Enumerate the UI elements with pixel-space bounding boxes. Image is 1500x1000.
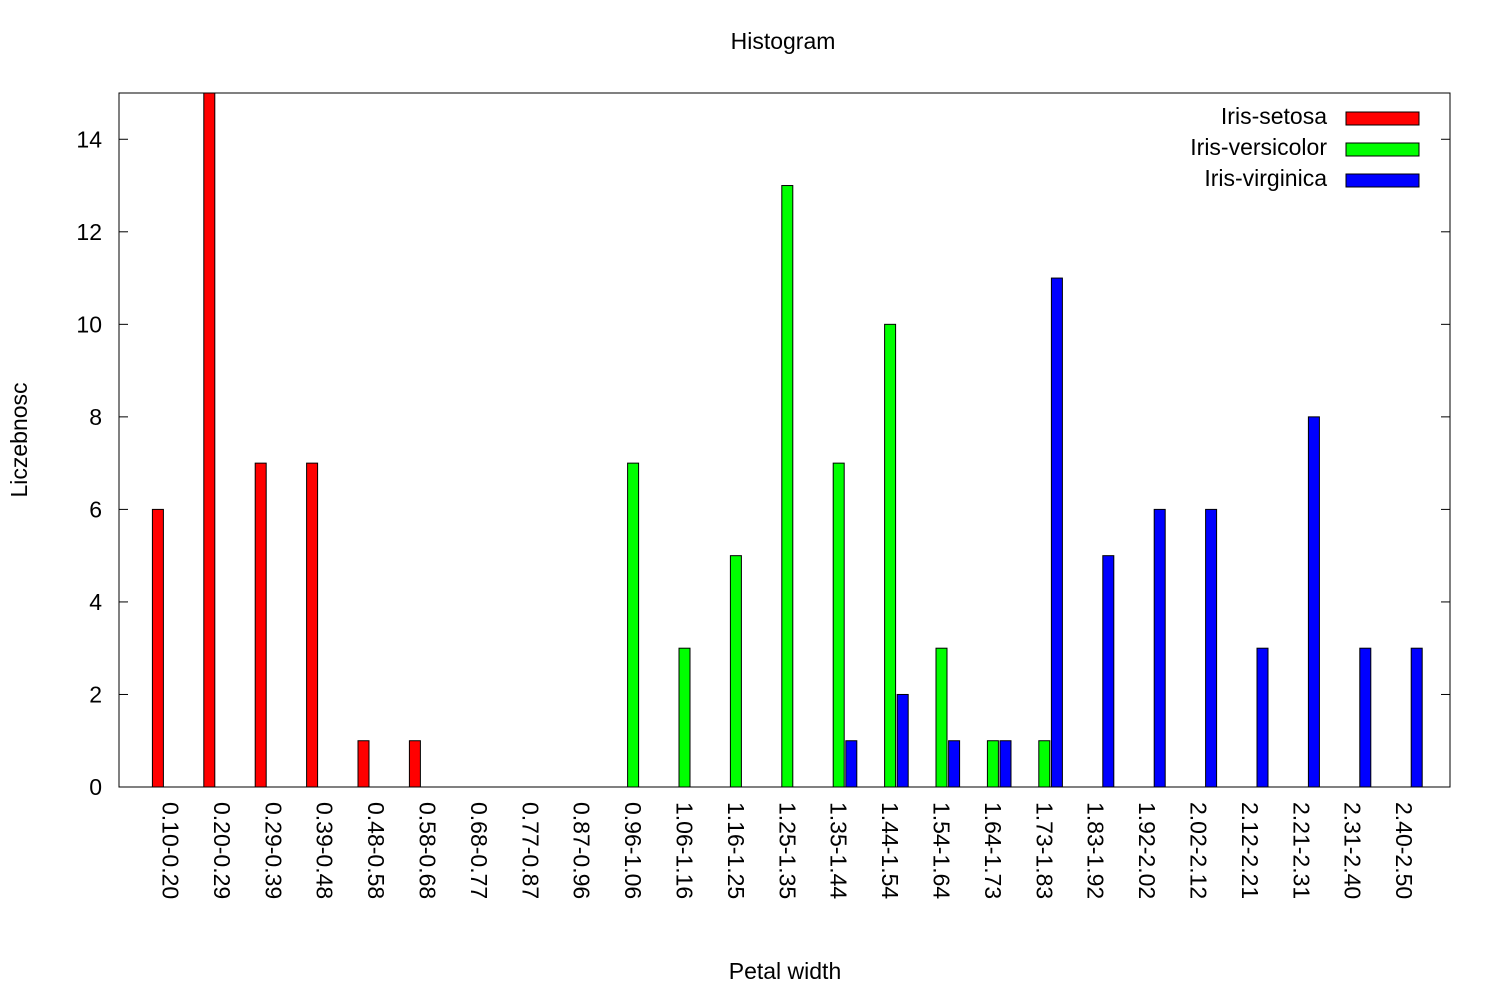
x-axis-label: Petal width: [729, 958, 842, 984]
x-tick-label: 1.64-1.73: [980, 802, 1006, 899]
bar: [832, 462, 845, 788]
bar: [254, 462, 267, 788]
x-tick-label: 0.20-0.29: [209, 802, 235, 899]
y-tick-label: 4: [89, 589, 102, 615]
x-tick-label: 1.25-1.35: [774, 802, 800, 899]
series-0: [151, 92, 421, 788]
bar: [1307, 416, 1320, 788]
bar: [306, 462, 319, 788]
bar: [896, 693, 909, 788]
bar: [678, 647, 691, 788]
bar: [408, 740, 421, 788]
y-tick-label: 6: [89, 496, 102, 522]
bar: [203, 92, 216, 788]
x-axis-tick-labels: 0.10-0.20 0.20-0.29 0.29-0.39 0.39-0.48 0.48…: [158, 802, 1418, 899]
bar: [884, 323, 897, 788]
bar: [1153, 508, 1166, 788]
x-tick-label: 0.10-0.20: [158, 802, 184, 899]
x-tick-label: 0.29-0.39: [260, 802, 286, 899]
bar: [151, 508, 164, 788]
x-tick-label: 1.83-1.92: [1083, 802, 1109, 899]
bar: [1038, 740, 1051, 788]
x-tick-label: 1.44-1.54: [877, 802, 903, 899]
legend-label: Iris-setosa: [1221, 103, 1327, 129]
y-tick-label: 12: [76, 219, 102, 245]
x-tick-label: 0.87-0.96: [569, 802, 595, 899]
bar: [1359, 647, 1372, 788]
series-1: [627, 185, 1051, 788]
bar: [948, 740, 961, 788]
x-tick-label: 2.02-2.12: [1186, 802, 1212, 899]
x-tick-label: 0.58-0.68: [415, 802, 441, 899]
x-tick-label: 2.12-2.21: [1237, 802, 1263, 899]
y-tick-label: 2: [89, 681, 102, 707]
bar: [781, 185, 794, 788]
y-axis-ticks: 0 2 4 6 8 10 12 14: [76, 126, 1450, 800]
bar: [1256, 647, 1269, 788]
y-tick-label: 8: [89, 404, 102, 430]
y-axis-label: Liczebnosc: [6, 382, 32, 497]
chart-title: Histogram: [731, 28, 836, 54]
bar: [1205, 508, 1218, 788]
x-tick-label: 1.73-1.83: [1031, 802, 1057, 899]
bar: [845, 740, 858, 788]
bar: [627, 462, 640, 788]
bar: [999, 740, 1012, 788]
legend-swatch: [1345, 142, 1420, 157]
bar: [357, 740, 370, 788]
x-tick-label: 1.54-1.64: [929, 802, 955, 899]
x-tick-label: 0.77-0.87: [517, 802, 543, 899]
x-tick-label: 1.92-2.02: [1134, 802, 1160, 899]
x-tick-label: 0.96-1.06: [620, 802, 646, 899]
y-tick-label: 10: [76, 311, 102, 337]
bar: [729, 555, 742, 788]
x-tick-label: 0.48-0.58: [363, 802, 389, 899]
legend: Iris-setosa Iris-versicolor Iris-virginica: [1190, 103, 1420, 191]
bars: [151, 92, 1423, 788]
x-tick-label: 0.39-0.48: [312, 802, 338, 899]
bar: [986, 740, 999, 788]
legend-label: Iris-versicolor: [1190, 134, 1327, 160]
x-tick-label: 1.35-1.44: [826, 802, 852, 899]
x-tick-label: 2.21-2.31: [1288, 802, 1314, 899]
legend-label: Iris-virginica: [1204, 165, 1327, 191]
x-tick-label: 1.16-1.25: [723, 802, 749, 899]
legend-swatch: [1345, 111, 1420, 126]
x-tick-label: 2.31-2.40: [1340, 802, 1366, 899]
series-2: [845, 277, 1423, 788]
x-tick-label: 0.68-0.77: [466, 802, 492, 899]
y-tick-label: 0: [89, 774, 102, 800]
y-tick-label: 14: [76, 126, 102, 152]
x-tick-label: 2.40-2.50: [1391, 802, 1417, 899]
bar: [935, 647, 948, 788]
bar: [1410, 647, 1423, 788]
bar: [1102, 555, 1115, 788]
x-tick-label: 1.06-1.16: [672, 802, 698, 899]
legend-swatch: [1345, 173, 1420, 188]
bar: [1050, 277, 1063, 788]
